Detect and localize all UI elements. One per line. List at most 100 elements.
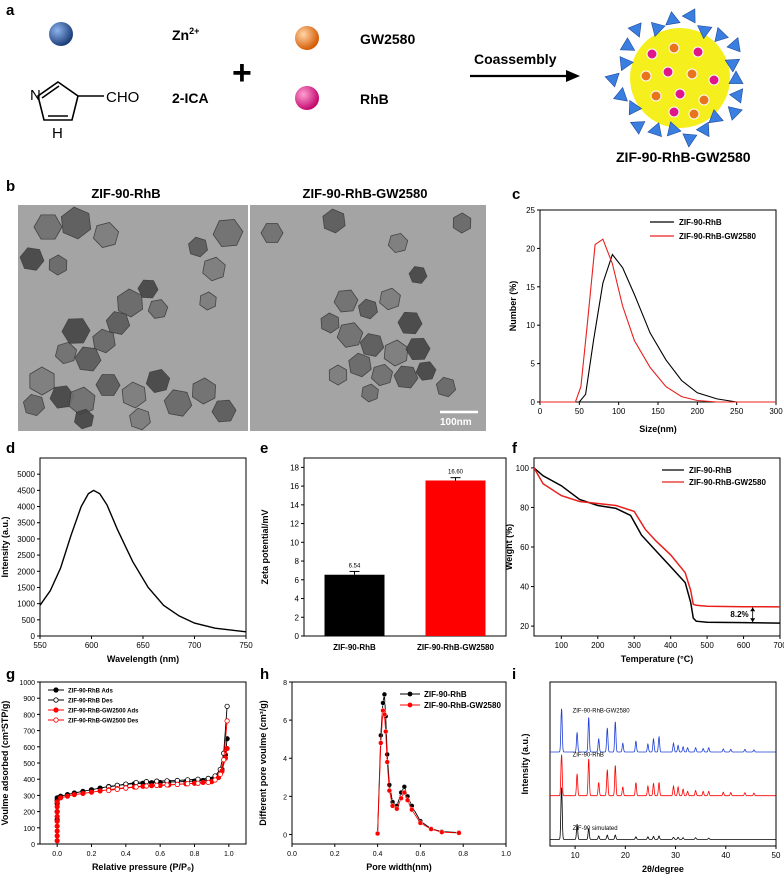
tem-image-right: 100nm [250,205,486,431]
series-line [540,238,776,403]
rhb-dot-icon [708,74,720,86]
category-label: ZIF-90-RhB [333,643,376,652]
series-line [533,467,781,624]
cho-label: CHO [106,89,139,106]
y-tick-label: 2 [295,613,300,622]
data-point [217,771,223,777]
gw2580-dot-icon [650,90,662,102]
y-tick-label: 15 [526,283,535,292]
zn-tetrahedron-icon [724,58,741,73]
y-tick-label: 5 [531,360,536,369]
tem-nanoparticle [33,214,63,240]
x-tick-label: 0.0 [52,851,62,858]
y-tick-label: 200 [23,810,35,817]
y-tick-label: 60 [520,543,529,552]
nanoparticle-illustration [604,8,744,148]
y-tick-label: 0 [31,632,36,641]
x-tick-label: 700 [773,641,784,650]
data-point [154,778,160,784]
x-tick-label: 0.0 [287,851,297,858]
x-tick-label: 1.0 [501,851,511,858]
x-axis-label: 2θ/degree [642,864,684,874]
x-tick-label: 200 [591,641,605,650]
data-point [123,785,129,791]
tem-nanoparticle [379,287,401,311]
x-axis-label: Relative pressure (P/P₀) [92,862,194,872]
legend-label: ZIF-90-RhB-GW2500 Des [68,719,139,725]
tem-nanoparticle [121,381,147,409]
x-tick-label: 550 [33,641,47,650]
data-point [381,711,388,718]
zn-tetrahedron-icon [727,106,743,121]
data-point [224,703,230,709]
rhb-dot-icon [692,46,704,58]
x-tick-label: 20 [621,851,630,860]
bar [425,480,486,636]
panel-letter-i: i [512,666,517,683]
data-point [383,728,389,735]
tem-nanoparticle [211,399,237,423]
tem-image-left [18,205,248,431]
zn-tetrahedron-icon [665,11,681,26]
data-point [64,793,71,799]
legend-marker [53,717,59,723]
tem-nanoparticle [358,298,378,320]
gw2580-label: GW2580 [360,31,415,47]
series-line [39,489,247,633]
data-point [205,779,211,786]
data-point [221,757,227,763]
x-axis-label: Wavelength (nm) [107,654,179,664]
tem-nanoparticle [393,365,419,389]
y-tick-label: 4 [295,595,300,604]
y-tick-label: 0 [283,832,287,839]
y-tick-label: 1000 [17,600,35,609]
tem-nanoparticle [74,408,94,430]
data-point [224,745,230,752]
legend-marker [407,691,413,697]
data-point [221,750,227,756]
ica-label: 2-ICA [172,90,209,106]
tem-nanoparticle [202,256,226,282]
y-tick-label: 5000 [17,470,35,479]
y-tick-label: 2500 [17,551,35,560]
y-tick-label: 20 [526,244,535,253]
x-tick-label: 0.6 [416,851,426,858]
chart-e-zeta-potential: 0 2 4 6 8 10 12 14 16 18 Zeta potential/mV 6.54 ZIF-… [260,457,507,652]
y-axis-label: Weight (%) [504,524,514,570]
y-tick-label: 3500 [17,519,35,528]
legend-label: ZIF-90-RhB Des [68,699,113,705]
data-point [143,783,150,789]
gw2580-dot-icon [668,42,680,54]
y-tick-label: 18 [290,463,299,472]
panel-letter-b: b [6,178,16,195]
legend-label: ZIF-90-RhB-GW2580 [424,701,501,710]
panel-letter-g: g [6,666,16,683]
x-tick-label: 0.8 [458,851,468,858]
tem-nanoparticle [188,236,208,258]
series-line [533,467,781,608]
y-tick-label: 0 [295,632,300,641]
tem-nanoparticle [397,311,423,335]
panel-letter-d: d [6,440,16,457]
zn-tetrahedron-icon [629,121,646,135]
rhb-dot-icon [662,66,674,78]
annotation-arrowhead-down [750,618,756,623]
zn-tetrahedron-icon [651,21,666,37]
data-point [71,791,77,798]
y-tick-label: 4500 [17,486,35,495]
plus-sign: + [232,54,252,92]
tem-nanoparticle [137,279,159,299]
chart-i-xrd: 10 20 30 40 50 2θ/degree Intensity (a.u.) ZIF-9… [520,681,781,874]
tem-nanoparticle [60,206,92,240]
y-tick-label: 10 [526,321,535,330]
data-point [106,787,112,794]
x-tick-label: 100 [555,641,569,650]
gw2580-dot-icon [698,94,710,106]
legend-label: ZIF-90-RhB Ads [68,689,113,695]
tem-nanoparticle [74,346,102,372]
rhb-dot-icon [646,48,658,60]
plot-frame [549,681,777,847]
x-tick-label: 100 [612,407,626,416]
tem-nanoparticle [348,352,372,378]
data-point [133,784,139,790]
